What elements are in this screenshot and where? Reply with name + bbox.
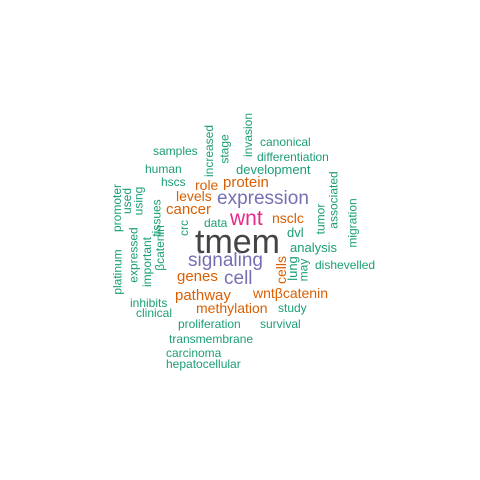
word-crc: crc bbox=[177, 220, 191, 236]
word-stage: stage bbox=[217, 134, 232, 164]
word-data: data bbox=[204, 216, 228, 230]
word-canonical: canonical bbox=[260, 135, 311, 149]
word-invasion: invasion bbox=[241, 112, 256, 158]
word-samples: samples bbox=[153, 144, 198, 158]
word-dishevelled: dishevelled bbox=[315, 258, 376, 272]
word-wnt: wnt bbox=[230, 207, 263, 230]
word-protein: protein bbox=[223, 174, 269, 191]
word-survival: survival bbox=[260, 317, 301, 331]
word-hscs: hscs bbox=[161, 175, 186, 189]
word-expressed: expressed bbox=[126, 227, 141, 283]
word-cancer: cancer bbox=[166, 201, 212, 218]
word-transmembrane: transmembrane bbox=[169, 332, 254, 346]
word-tmem: tmem bbox=[195, 223, 280, 261]
word-analysis: analysis bbox=[290, 240, 337, 255]
word-signaling: signaling bbox=[188, 250, 263, 271]
word-cell: cell bbox=[224, 268, 253, 289]
word-clinical: clinical bbox=[136, 306, 173, 320]
word-platinum: platinum bbox=[110, 249, 125, 295]
word-tumor: tumor bbox=[313, 203, 328, 235]
word-bcatenin: βcatenin bbox=[152, 225, 167, 271]
word-inhibits: inhibits bbox=[130, 296, 168, 310]
word-role: role bbox=[195, 177, 219, 193]
word-human: human bbox=[145, 162, 182, 176]
word-pathway: pathway bbox=[175, 287, 231, 304]
word-differentiation: differentiation bbox=[257, 150, 329, 164]
word-dvl: dvl bbox=[287, 225, 304, 240]
word-levels: levels bbox=[176, 188, 212, 204]
word-important: important bbox=[140, 236, 155, 288]
word-migration: migration bbox=[345, 198, 360, 248]
word-expression: expression bbox=[217, 188, 309, 209]
word-methylation: methylation bbox=[196, 300, 268, 316]
word-may: may bbox=[296, 258, 311, 282]
word-nsclc: nsclc bbox=[272, 210, 304, 226]
word-carcinoma: carcinoma bbox=[166, 346, 222, 360]
word-study: study bbox=[278, 301, 307, 315]
word-wntbcatenin: wntβcatenin bbox=[253, 285, 328, 301]
word-using: using bbox=[131, 186, 146, 216]
word-associated: associated bbox=[326, 171, 341, 229]
word-increased: increased bbox=[202, 124, 217, 178]
word-hepatocellular: hepatocellular bbox=[166, 357, 241, 371]
word-development: development bbox=[236, 162, 311, 177]
word-proliferation: proliferation bbox=[178, 317, 241, 331]
word-genes: genes bbox=[177, 268, 218, 285]
